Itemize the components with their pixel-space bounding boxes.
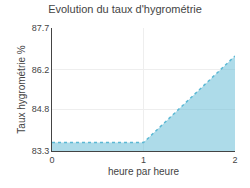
svg-text:Evolution du taux d'hygrométri: Evolution du taux d'hygrométrie: [48, 3, 202, 15]
svg-text:84.8: 84.8: [32, 104, 50, 114]
svg-text:83.3: 83.3: [32, 146, 50, 156]
svg-text:heure par heure: heure par heure: [108, 166, 180, 177]
svg-text:2: 2: [232, 155, 237, 165]
svg-text:1: 1: [141, 155, 146, 165]
svg-text:87.7: 87.7: [32, 23, 50, 33]
svg-text:86.2: 86.2: [32, 65, 50, 75]
svg-text:Taux hygrométrie %: Taux hygrométrie %: [16, 45, 27, 133]
svg-text:0: 0: [49, 155, 54, 165]
